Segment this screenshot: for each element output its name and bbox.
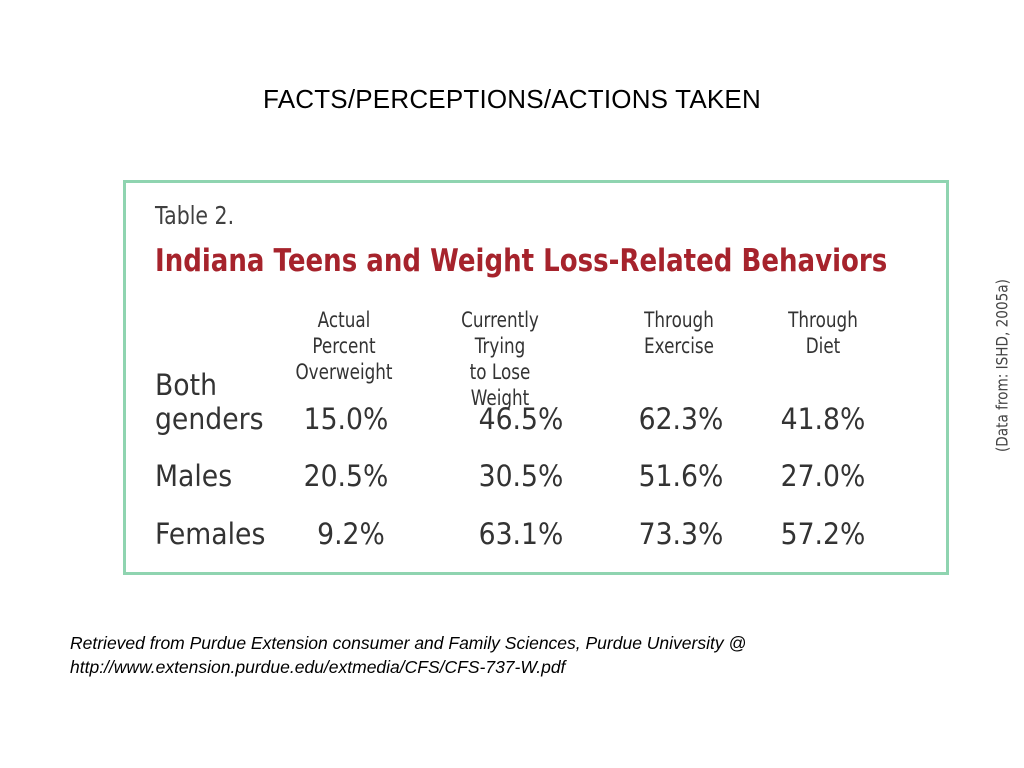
column-header-through-exercise: Through Exercise (644, 308, 714, 358)
row-label-both-genders: Both genders (155, 368, 264, 436)
cell-both-overweight: 15.0% (303, 402, 389, 436)
column-header-trying-to-lose: Currently Trying to Lose Weight (461, 308, 539, 410)
citation-text: Retrieved from Purdue Extension consumer… (70, 633, 747, 653)
row-label-females: Females (155, 517, 266, 551)
cell-males-exercise: 51.6% (638, 459, 724, 493)
citation-url: http://www.extension.purdue.edu/extmedia… (70, 657, 566, 677)
column-header-actual-overweight: Actual Percent Overweight (295, 308, 393, 384)
cell-both-diet: 41.8% (780, 402, 866, 436)
cell-males-overweight: 20.5% (303, 459, 389, 493)
table-figure: Table 2. Indiana Teens and Weight Loss-R… (123, 180, 1012, 575)
cell-females-overweight: 9.2% (317, 517, 385, 551)
table-number: Table 2. (155, 201, 235, 230)
cell-females-trying: 63.1% (478, 517, 564, 551)
table-caption: Indiana Teens and Weight Loss-Related Be… (155, 243, 888, 279)
slide-title: FACTS/PERCEPTIONS/ACTIONS TAKEN (263, 84, 761, 114)
cell-males-diet: 27.0% (780, 459, 866, 493)
source-citation: Retrieved from Purdue Extension consumer… (70, 631, 970, 679)
cell-females-exercise: 73.3% (638, 517, 724, 551)
cell-females-diet: 57.2% (780, 517, 866, 551)
table-source-note: (Data from: ISHD, 2005a) (992, 279, 1012, 452)
row-label-males: Males (155, 459, 233, 493)
cell-both-exercise: 62.3% (638, 402, 724, 436)
cell-males-trying: 30.5% (478, 459, 564, 493)
column-header-through-diet: Through Diet (788, 308, 858, 358)
cell-both-trying: 46.5% (478, 402, 564, 436)
